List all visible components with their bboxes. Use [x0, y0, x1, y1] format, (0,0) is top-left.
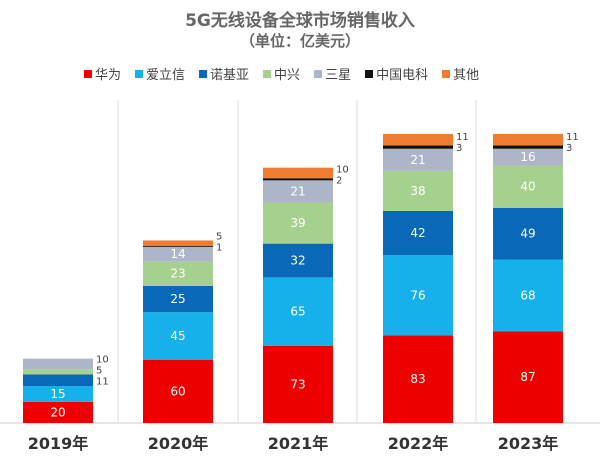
bar-segment: [23, 358, 93, 370]
bar-segment: [143, 240, 213, 246]
legend-swatch: [135, 69, 144, 78]
bar-segment: [263, 277, 333, 346]
data-label: 23: [170, 267, 185, 281]
data-label-outside: 11: [96, 376, 109, 387]
data-label: 32: [290, 254, 305, 268]
data-label-outside: 2: [336, 175, 342, 186]
x-tick-label: 2022年: [388, 434, 449, 453]
data-label: 73: [290, 377, 305, 391]
data-label: 68: [520, 288, 535, 302]
bar-segment: [493, 145, 563, 149]
legend-label: 三星: [325, 68, 352, 83]
bar-segment: [493, 207, 563, 260]
bar-segment: [263, 167, 333, 179]
data-label-outside: 3: [456, 143, 462, 154]
bar-segment: [23, 386, 93, 402]
data-label-outside: 11: [566, 132, 579, 143]
data-label-outside: 1: [216, 242, 222, 253]
bar-segment: [23, 401, 93, 423]
bar-segment: [383, 255, 453, 336]
legend-label: 爱立信: [146, 68, 186, 83]
data-label: 25: [170, 292, 185, 306]
data-label: 15: [50, 387, 65, 401]
data-label: 20: [50, 405, 65, 419]
legend-swatch: [442, 69, 451, 78]
bar-segment: [493, 259, 563, 332]
data-label: 21: [290, 184, 305, 198]
bar-segment: [143, 312, 213, 360]
bar-segment: [383, 335, 453, 423]
bar-segment: [493, 165, 563, 208]
bar-segment: [263, 345, 333, 423]
x-tick-label: 2020年: [148, 434, 209, 453]
bar-segment: [383, 133, 453, 146]
data-label: 14: [170, 247, 185, 261]
data-label: 65: [290, 305, 305, 319]
legend-label: 中国电科: [376, 68, 429, 83]
data-label: 21: [410, 153, 425, 167]
bar-segment: [383, 145, 453, 149]
bar-segment: [143, 285, 213, 313]
x-tick-label: 2021年: [268, 434, 329, 453]
bar-segment: [143, 245, 213, 247]
legend-item: 中兴: [263, 64, 300, 83]
data-label-outside: 11: [456, 132, 469, 143]
legend-item: 爱立信: [135, 64, 185, 83]
legend-label: 华为: [95, 68, 122, 83]
data-label: 42: [410, 226, 425, 240]
legend-swatch: [314, 69, 323, 78]
chart-title: 5G无线设备全球市场销售收入: [185, 11, 415, 31]
data-label: 87: [520, 370, 535, 384]
legend-label: 诺基亚: [210, 68, 250, 83]
x-tick-label: 2019年: [28, 434, 89, 453]
data-label: 16: [520, 150, 535, 164]
legend-swatch: [263, 69, 272, 78]
data-label-outside: 3: [566, 143, 572, 154]
legend: 华为 爱立信 诺基亚 中兴 三星 中国电科 其他: [84, 64, 479, 83]
bar-segment: [493, 133, 563, 146]
bar-segment: [493, 148, 563, 166]
bar-segment: [493, 331, 563, 423]
bar-segment: [383, 148, 453, 171]
data-label: 83: [410, 372, 425, 386]
legend-item: 其他: [442, 64, 479, 83]
bar-segment: [143, 246, 213, 262]
legend-label: 其他: [453, 68, 480, 83]
legend-item: 华为: [84, 64, 121, 83]
data-label: 45: [170, 329, 185, 343]
legend-item: 三星: [314, 64, 351, 83]
data-label-outside: 5: [96, 365, 102, 376]
bar-segment: [263, 180, 333, 203]
chart-subtitle: （单位：亿美元）: [239, 32, 360, 50]
bar-segment: [263, 178, 333, 181]
x-tick-label: 2023年: [498, 434, 559, 453]
data-label: 60: [170, 384, 185, 398]
bar-segment: [263, 202, 333, 244]
legend-item: 诺基亚: [199, 64, 249, 83]
legend-item: 中国电科: [365, 64, 428, 83]
legend-swatch: [199, 69, 208, 78]
bar-segment: [23, 374, 93, 387]
bar-segment: [383, 210, 453, 256]
data-label: 39: [290, 216, 305, 230]
legend-swatch: [84, 69, 92, 78]
bar-segment: [143, 359, 213, 423]
bar-segment: [23, 369, 93, 375]
data-label-outside: 5: [216, 231, 222, 242]
data-label: 49: [520, 227, 535, 241]
data-label-outside: 10: [96, 354, 109, 365]
data-label: 40: [520, 180, 535, 194]
bar-segment: [143, 261, 213, 286]
legend-label: 中兴: [274, 68, 301, 83]
data-label-outside: 10: [336, 164, 349, 175]
data-label: 38: [410, 184, 425, 198]
legend-swatch: [365, 69, 374, 78]
bar-segment: [383, 170, 453, 211]
bar-segment: [263, 243, 333, 278]
data-label: 76: [410, 288, 425, 302]
